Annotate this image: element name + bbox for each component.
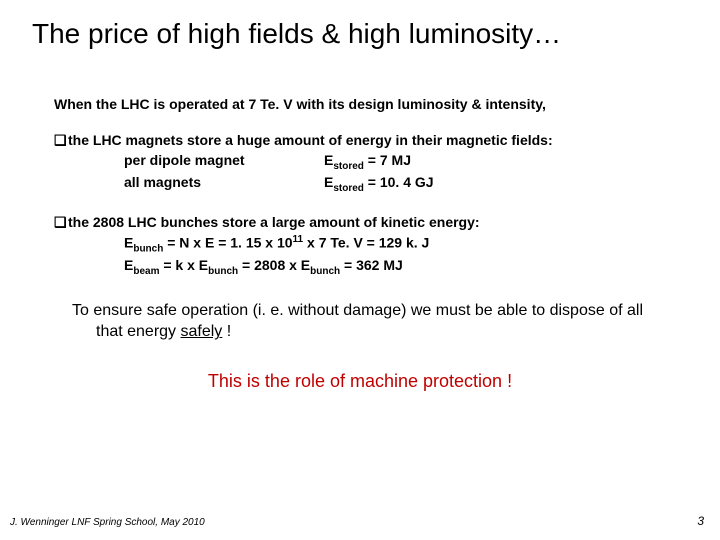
bullet-bunches-text: the 2808 LHC bunches store a large amoun… [68,214,480,230]
machine-protection-role: This is the role of machine protection ! [32,371,688,392]
bullet-square-icon: ❑ [54,132,68,149]
bunch-energy-line: Ebunch = N x E = 1. 15 x 1011 x 7 Te. V … [124,233,688,256]
magnet-row-2-value: Estored = 10. 4 GJ [324,173,434,195]
safely-underline: safely [181,323,223,340]
beam-energy-line: Ebeam = k x Ebunch = 2808 x Ebunch = 362… [124,256,688,278]
page-number: 3 [697,514,704,528]
magnet-row-1: per dipole magnet Estored = 7 MJ [124,151,688,173]
bullet-magnets-text: the LHC magnets store a huge amount of e… [68,132,553,148]
magnet-row-2-label: all magnets [124,173,324,195]
safe-operation-text: To ensure safe operation (i. e. without … [72,300,648,343]
bullet-square-icon: ❑ [54,214,68,231]
magnet-row-1-value: Estored = 7 MJ [324,151,411,173]
magnet-row-1-label: per dipole magnet [124,151,324,173]
footer-author: J. Wenninger LNF Spring School, May 2010 [10,517,205,528]
bullet-magnets: ❑the LHC magnets store a huge amount of … [54,132,688,149]
bullet-bunches: ❑the 2808 LHC bunches store a large amou… [54,214,688,231]
magnet-row-2: all magnets Estored = 10. 4 GJ [124,173,688,195]
slide-title: The price of high fields & high luminosi… [32,18,688,50]
intro-text: When the LHC is operated at 7 Te. V with… [54,96,688,112]
